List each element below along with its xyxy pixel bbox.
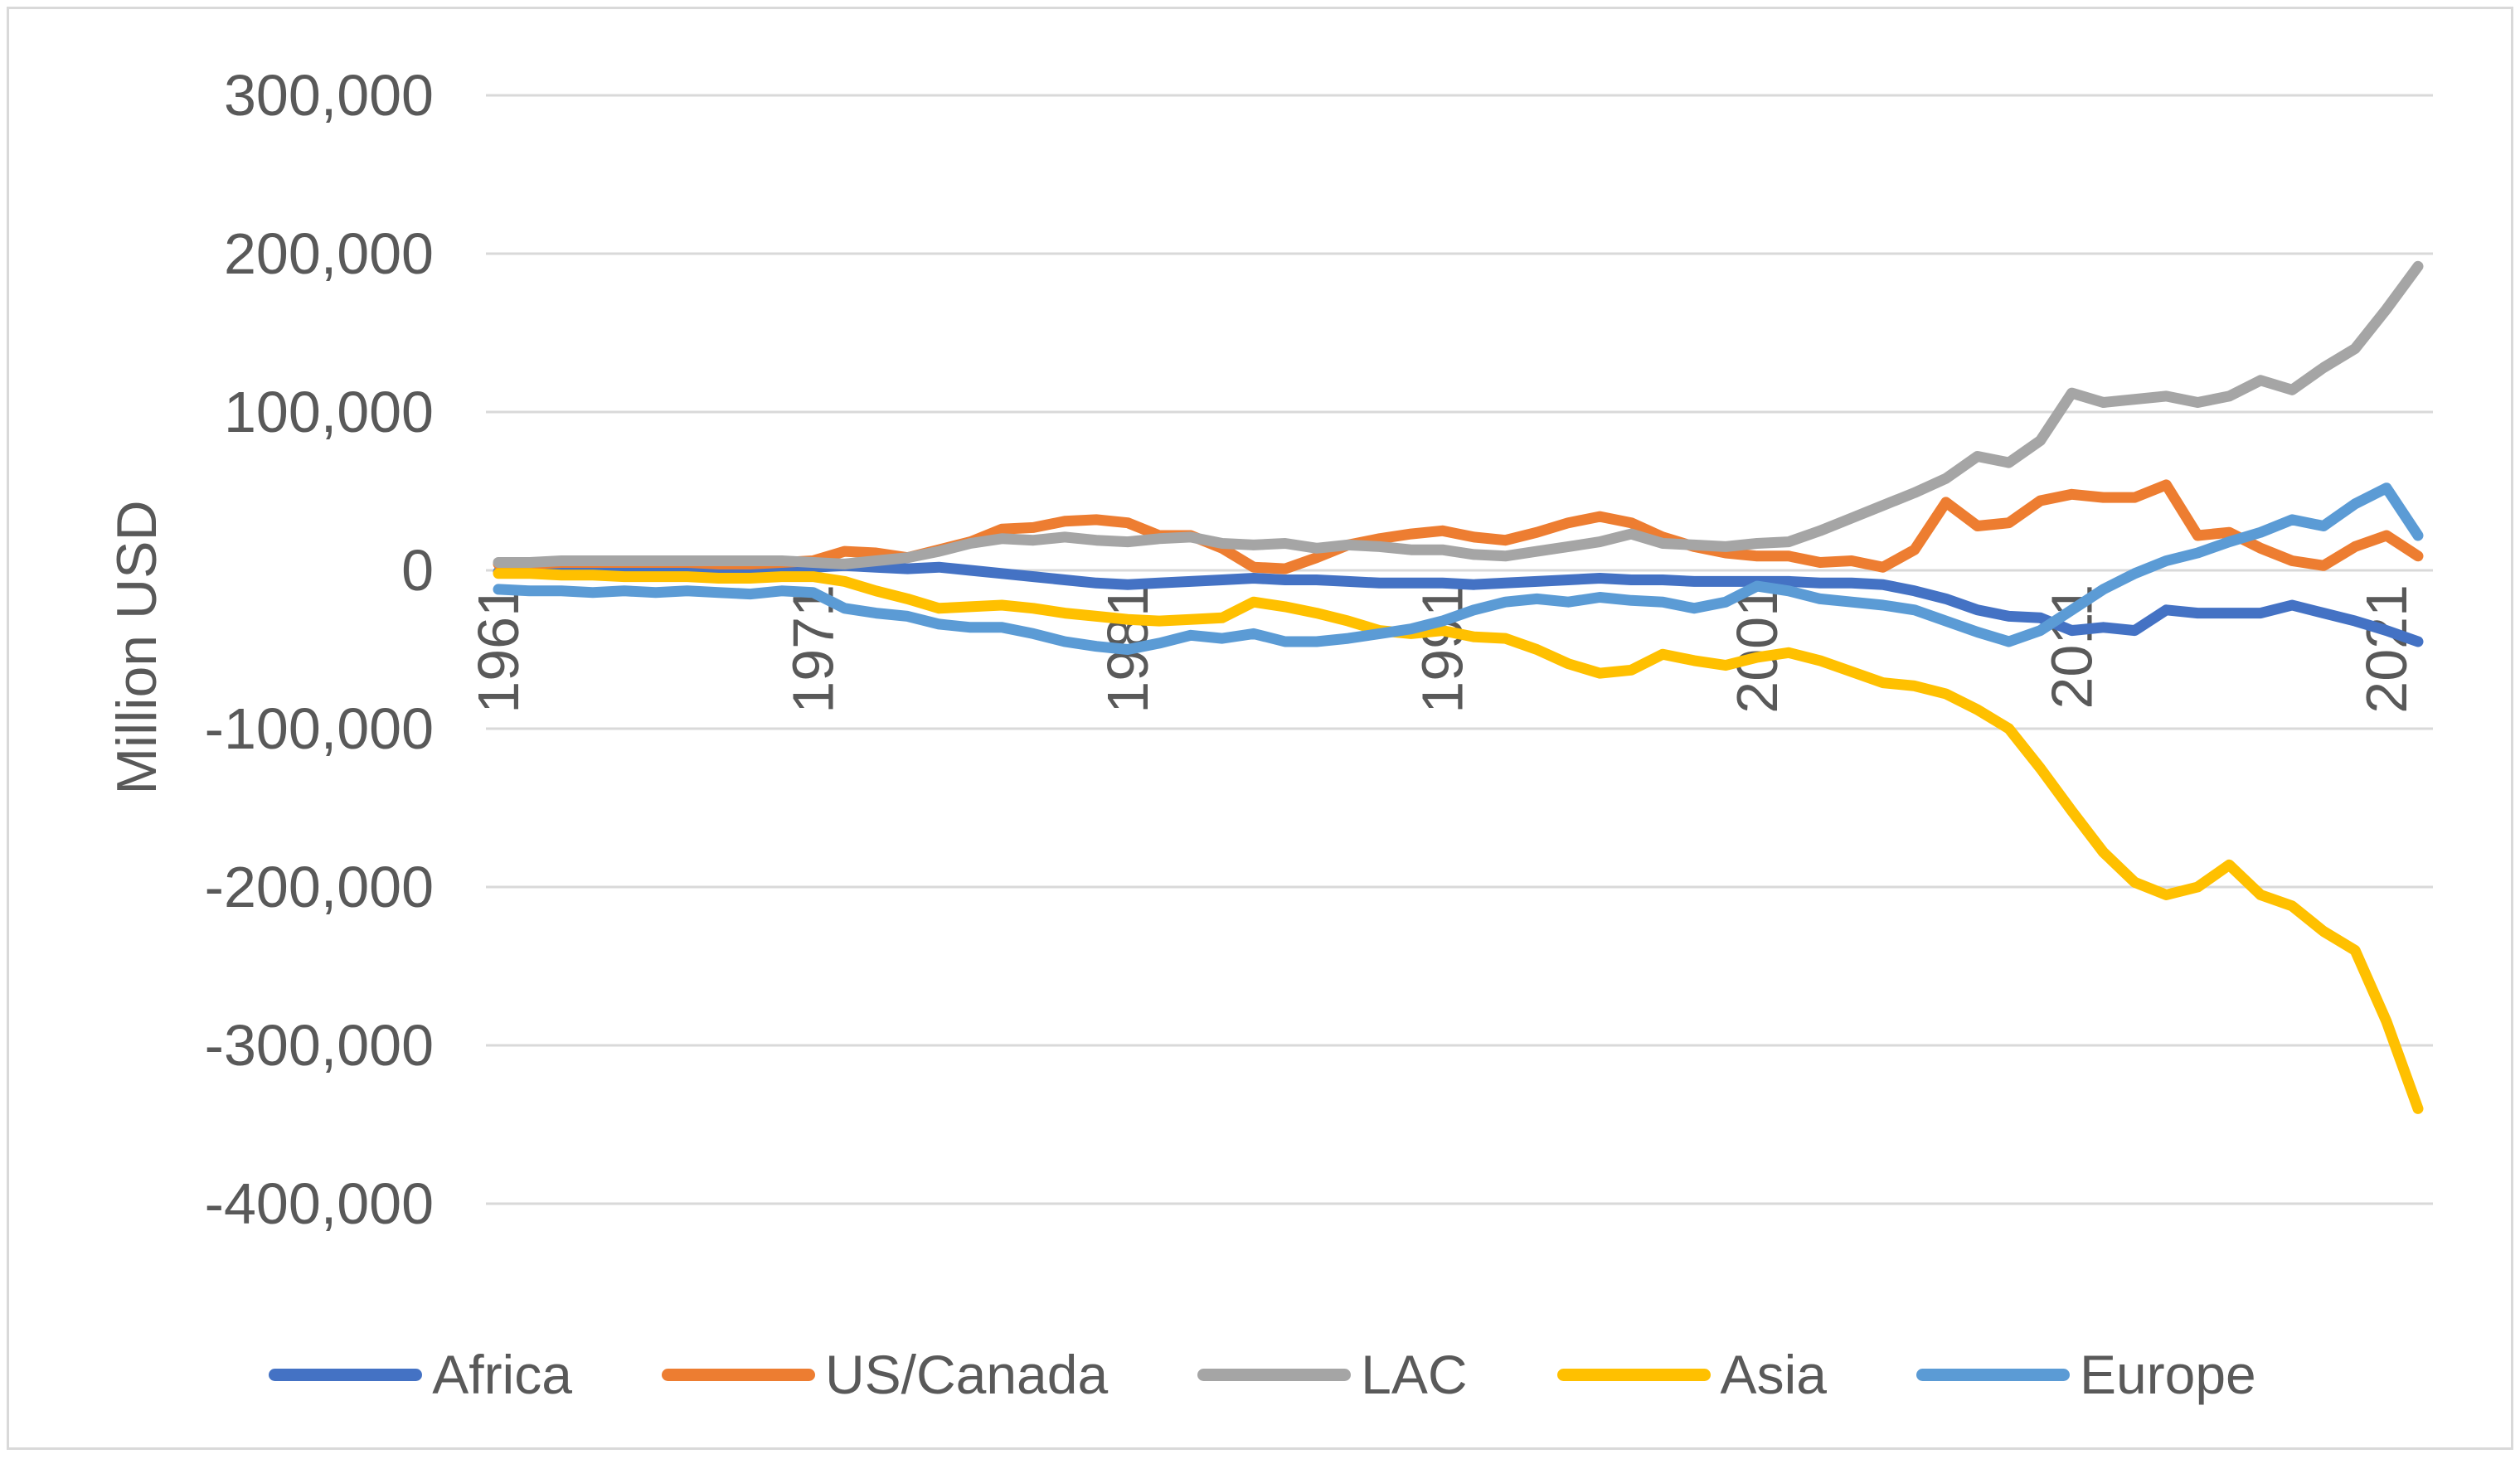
- x-tick-label: 2021: [2354, 584, 2419, 714]
- legend-item-us-canada: US/Canada: [661, 1343, 1109, 1406]
- x-tick-label: 1961: [466, 584, 531, 714]
- legend-swatch-europe: [1915, 1368, 2070, 1381]
- series-lines-group: [493, 260, 2424, 1114]
- y-tick-label: -300,000: [205, 1013, 434, 1078]
- legend-item-africa: Africa: [269, 1343, 572, 1406]
- y-tick-label: 300,000: [224, 63, 434, 128]
- y-tick-label: 200,000: [224, 221, 434, 286]
- y-tick-label: 0: [401, 538, 434, 603]
- y-axis-title: Million USD: [105, 500, 168, 794]
- legend-swatch-us-canada: [661, 1368, 815, 1381]
- legend-label: Europe: [2079, 1344, 2256, 1405]
- legend-label: Asia: [1720, 1344, 1827, 1405]
- x-tick-label: 2011: [2040, 584, 2105, 710]
- legend: Africa US/Canada LAC Asia Europe: [9, 1329, 2516, 1420]
- series-line-asia: [493, 568, 2424, 1114]
- y-tick-label: -100,000: [205, 696, 434, 761]
- legend-item-lac: LAC: [1197, 1343, 1468, 1406]
- legend-swatch-africa: [269, 1368, 423, 1381]
- legend-label: US/Canada: [824, 1344, 1109, 1405]
- series-line-europe: [493, 482, 2424, 655]
- legend-label: LAC: [1361, 1344, 1468, 1405]
- y-tick-label: -400,000: [205, 1171, 434, 1236]
- legend-item-asia: Asia: [1556, 1343, 1827, 1406]
- x-tick-label: 1991: [1411, 584, 1475, 714]
- x-axis-tick-labels: 1961 1971 1981 1991 2001 2011 2021: [466, 584, 2419, 714]
- legend-item-europe: Europe: [1915, 1343, 2256, 1406]
- legend-label: Africa: [432, 1344, 572, 1405]
- legend-swatch-asia: [1556, 1368, 1711, 1381]
- y-tick-label: 100,000: [224, 380, 434, 444]
- y-axis-tick-labels: 300,000 200,000 100,000 0 -100,000 -200,000 -3…: [205, 63, 434, 1236]
- series-line-lac: [493, 260, 2424, 570]
- y-tick-label: -200,000: [205, 855, 434, 919]
- legend-swatch-lac: [1197, 1368, 1352, 1381]
- chart-figure: 300,000 200,000 100,000 0 -100,000 -200,000 -3…: [7, 7, 2513, 1450]
